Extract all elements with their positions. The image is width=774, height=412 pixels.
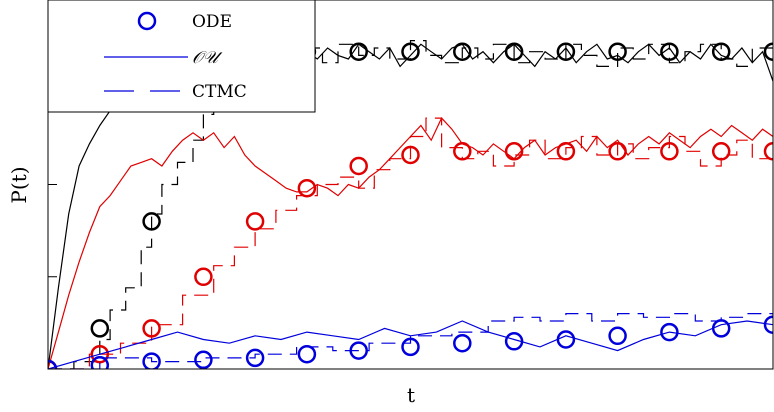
series-red-ode-point — [504, 142, 524, 161]
legend-ode-marker — [137, 11, 157, 31]
legend-box — [47, 0, 316, 113]
series-red-ode-point — [297, 178, 317, 198]
legend: ODE 𝒪𝒰 CTMC — [47, 0, 316, 113]
series-red-ode-point — [401, 145, 420, 165]
series-blue-ode-point — [142, 352, 161, 369]
series-blue-ode-point — [608, 326, 627, 346]
legend-ode-label: ODE — [192, 12, 232, 32]
series-black-ode-point — [608, 42, 627, 61]
series-black-ode-point — [401, 42, 420, 61]
series-blue-ode-point — [504, 332, 524, 351]
series-red-ode-point — [90, 344, 110, 364]
series-red-ode-point — [660, 142, 679, 161]
series-black-ode-point — [763, 42, 773, 61]
series-blue-ode-point — [90, 356, 110, 369]
series-black-ode-point — [660, 42, 679, 61]
series-black-ode-point — [504, 42, 524, 61]
y-axis-ticks — [48, 91, 57, 278]
series-red-ode-point — [349, 156, 368, 176]
series-blue-ode-point — [556, 330, 576, 349]
series-black-ode-point — [453, 42, 472, 61]
x-axis-label: t — [407, 383, 415, 407]
y-axis-label: P(t) — [7, 166, 31, 203]
series-black-ode-point — [90, 319, 110, 338]
series-red-ode-point — [245, 212, 265, 231]
series-red-ode-point — [608, 142, 627, 161]
series-blue-ode-point — [453, 333, 472, 353]
series-red-ode-point — [453, 142, 472, 161]
series-blue-ode-point — [297, 344, 317, 364]
series-red-ode-point — [142, 319, 161, 338]
series-black-ode-point — [711, 42, 731, 61]
series-blue-ou-line — [48, 320, 773, 369]
series-blue-ode-point — [194, 350, 213, 369]
legend-ou-label: 𝒪𝒰 — [192, 48, 223, 68]
series-blue-ctmc-line — [48, 313, 773, 369]
series-red-ode-point — [194, 267, 213, 287]
series-blue-ode-point — [349, 341, 368, 360]
series-red-ode-point — [556, 142, 576, 161]
series-red-ode-point — [763, 142, 773, 161]
legend-ctmc-label: CTMC — [192, 82, 247, 102]
series-red-ode-point — [711, 142, 731, 161]
series-black-ctmc-line — [48, 36, 773, 369]
series-blue-ode-point — [711, 319, 731, 338]
series-blue-ode-point — [245, 348, 265, 368]
series-blue-ode-point — [660, 322, 679, 342]
series-black-ode-point — [349, 42, 368, 61]
series-black-ode-point — [556, 42, 576, 61]
series-black-ode-point — [142, 212, 161, 231]
series-blue-ode-point — [763, 315, 773, 334]
series-blue-ode-point — [401, 337, 420, 357]
